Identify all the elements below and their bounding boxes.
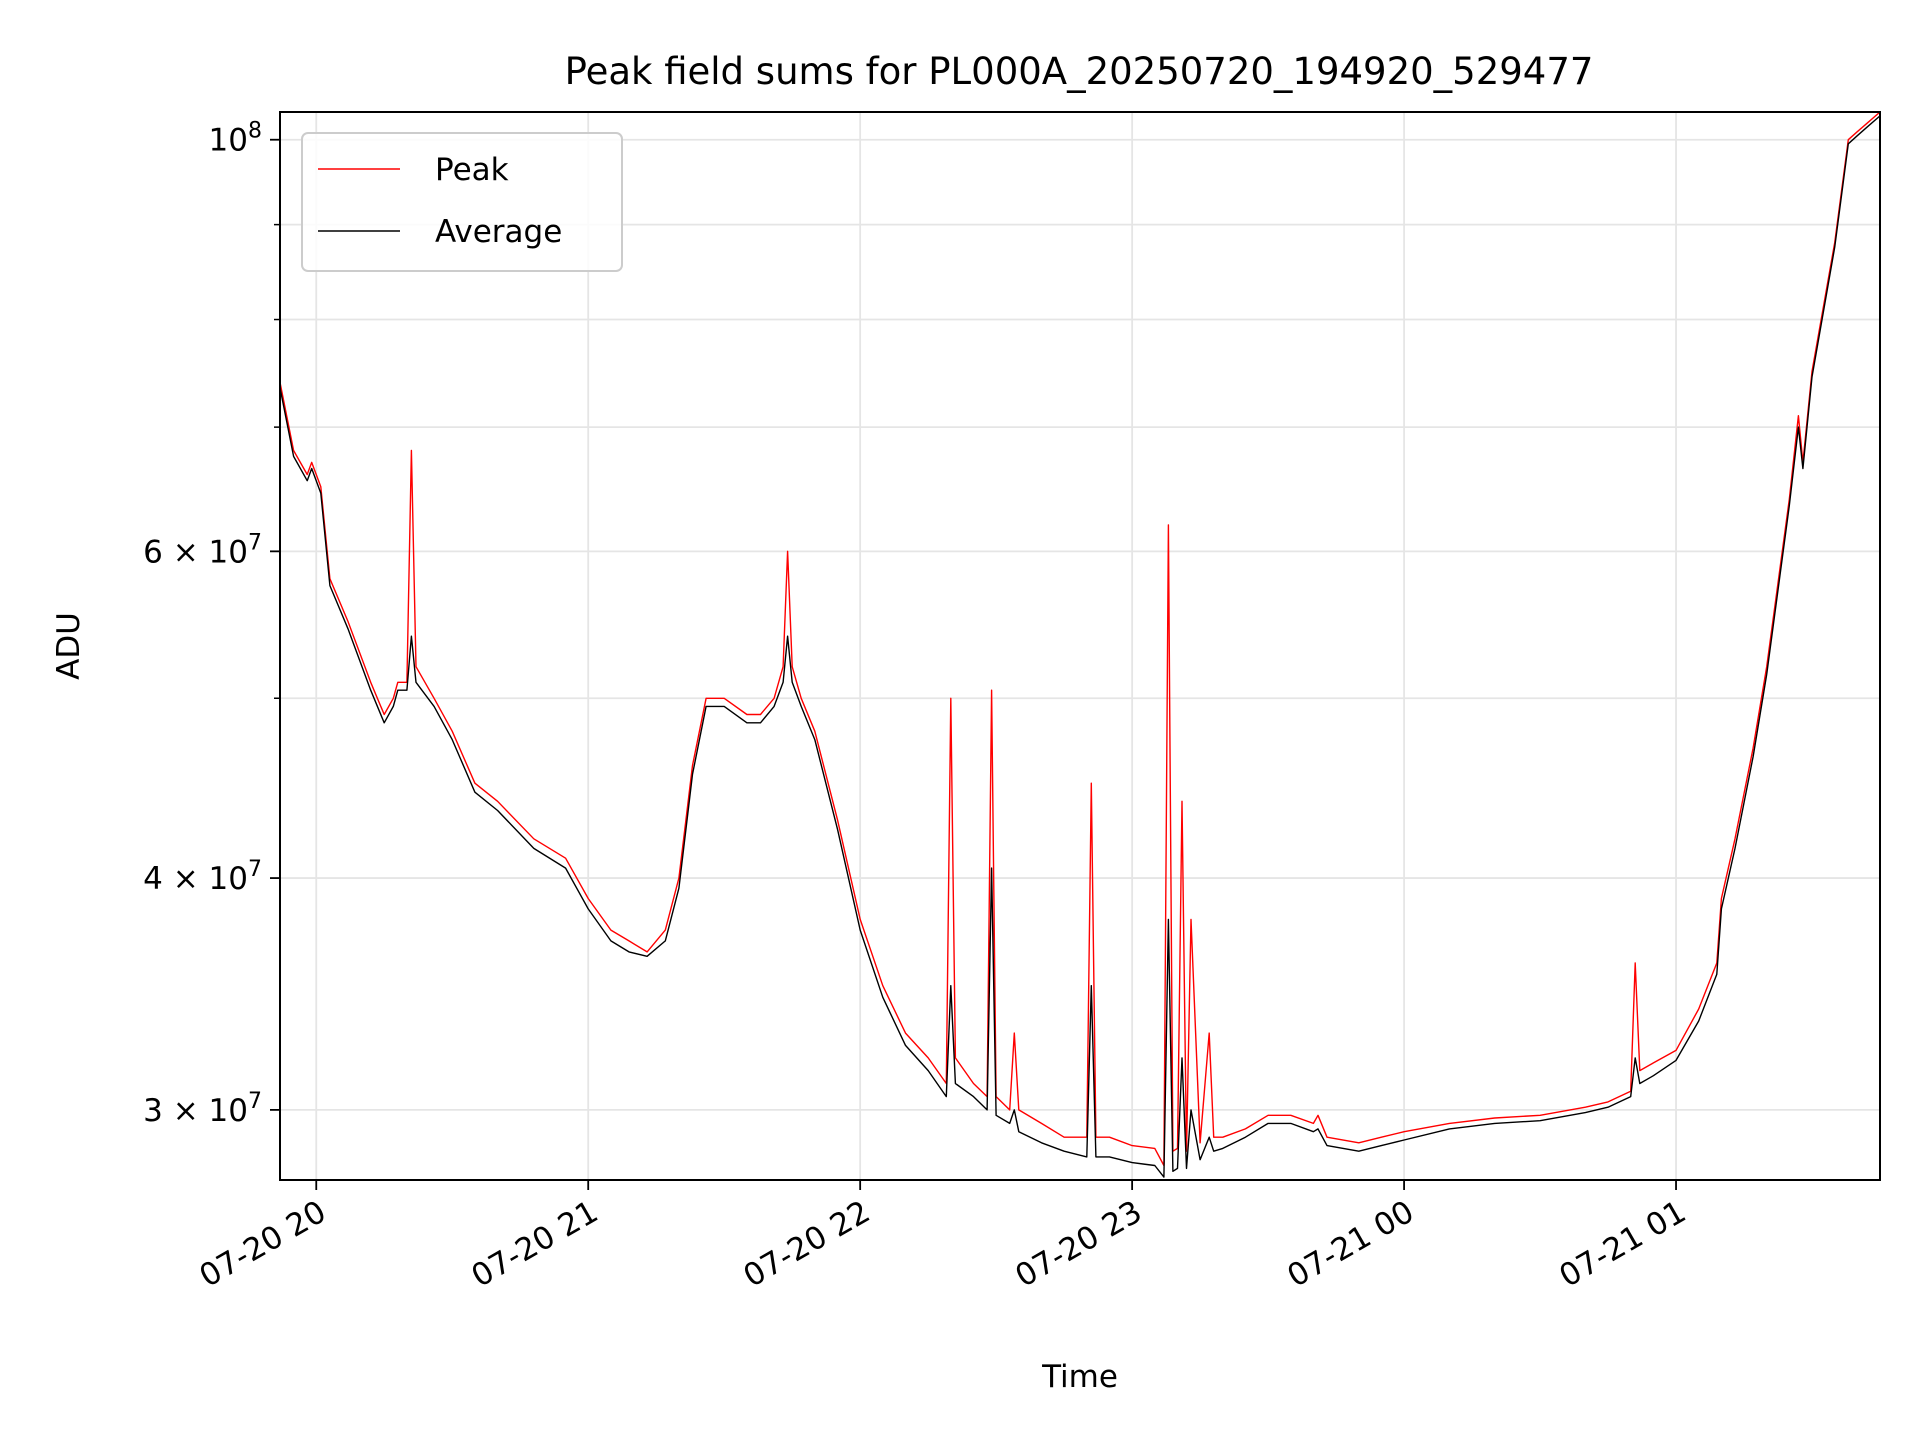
legend: Peak Average bbox=[301, 132, 623, 272]
plot-frame bbox=[279, 111, 1881, 1181]
y-tick-label: 3 × 107 bbox=[143, 1089, 262, 1129]
y-tick-label: 108 bbox=[209, 119, 262, 159]
y-tick-label: 6 × 107 bbox=[143, 530, 262, 570]
series-line-average bbox=[279, 115, 1881, 1178]
x-axis-label: Time bbox=[1041, 1359, 1118, 1395]
legend-label-peak: Peak bbox=[435, 152, 509, 188]
y-tick-label: 4 × 107 bbox=[143, 857, 262, 897]
y-axis-label: ADU bbox=[51, 612, 87, 680]
series-lines bbox=[279, 111, 1881, 1178]
series-line-peak bbox=[279, 111, 1881, 1167]
y-axis-ticks: 3 × 107 4 × 107 6 × 107 108 bbox=[143, 119, 280, 1129]
legend-label-average: Average bbox=[435, 214, 562, 250]
chart-title: Peak field sums for PL000A_20250720_1949… bbox=[565, 50, 1594, 93]
grid bbox=[280, 112, 1880, 1180]
legend-box bbox=[301, 132, 623, 272]
